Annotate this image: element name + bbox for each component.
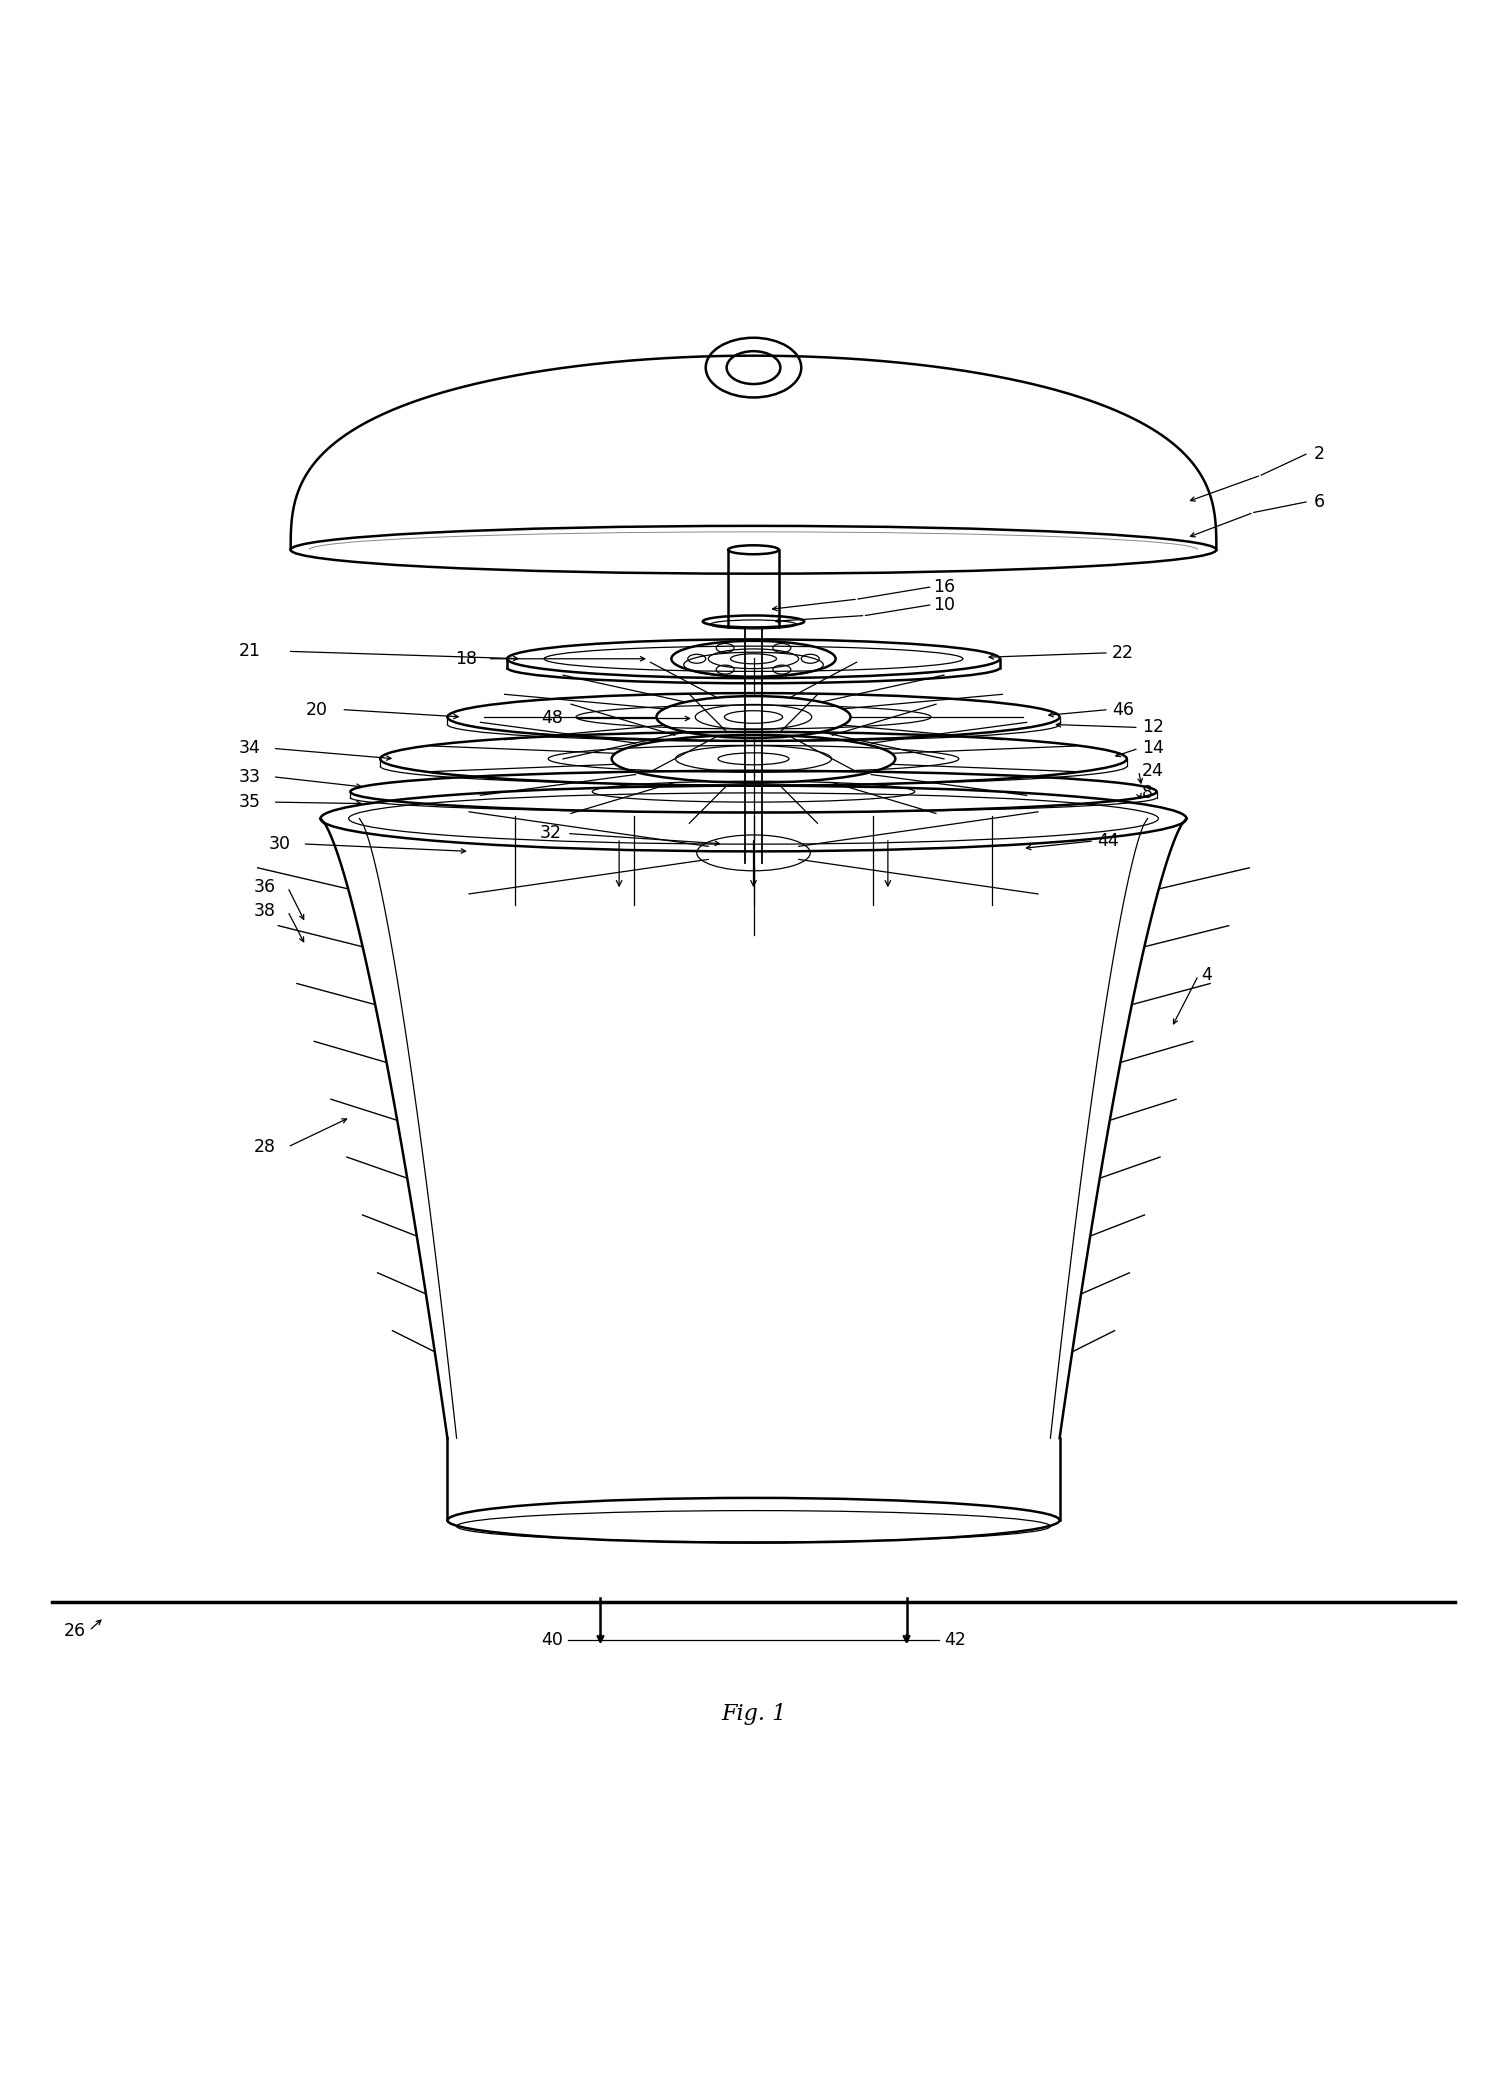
Text: 21: 21 xyxy=(238,642,261,661)
Text: 32: 32 xyxy=(540,824,562,842)
Text: 35: 35 xyxy=(238,792,261,811)
Text: 33: 33 xyxy=(238,767,261,786)
Text: 4: 4 xyxy=(1201,965,1212,984)
Text: 42: 42 xyxy=(943,1630,966,1649)
Text: 14: 14 xyxy=(1142,740,1163,757)
Text: 8: 8 xyxy=(1142,784,1153,803)
Text: 20: 20 xyxy=(306,701,327,719)
Text: 38: 38 xyxy=(253,903,276,919)
Text: 22: 22 xyxy=(1112,644,1133,661)
Text: 2: 2 xyxy=(1314,446,1325,463)
Text: 40: 40 xyxy=(541,1630,564,1649)
Text: 48: 48 xyxy=(541,709,564,728)
Text: 26: 26 xyxy=(63,1622,86,1639)
Text: 12: 12 xyxy=(1142,719,1163,736)
Text: 6: 6 xyxy=(1314,492,1325,511)
Text: 10: 10 xyxy=(933,596,954,613)
Text: Fig. 1: Fig. 1 xyxy=(720,1703,787,1726)
Text: 16: 16 xyxy=(933,578,955,596)
Text: 34: 34 xyxy=(238,740,261,757)
Text: 44: 44 xyxy=(1097,832,1118,851)
Text: 24: 24 xyxy=(1142,761,1163,780)
Text: 28: 28 xyxy=(253,1138,276,1155)
Text: 46: 46 xyxy=(1112,701,1133,719)
Text: 18: 18 xyxy=(455,651,476,667)
Text: 30: 30 xyxy=(268,834,291,853)
Text: 36: 36 xyxy=(253,878,276,897)
